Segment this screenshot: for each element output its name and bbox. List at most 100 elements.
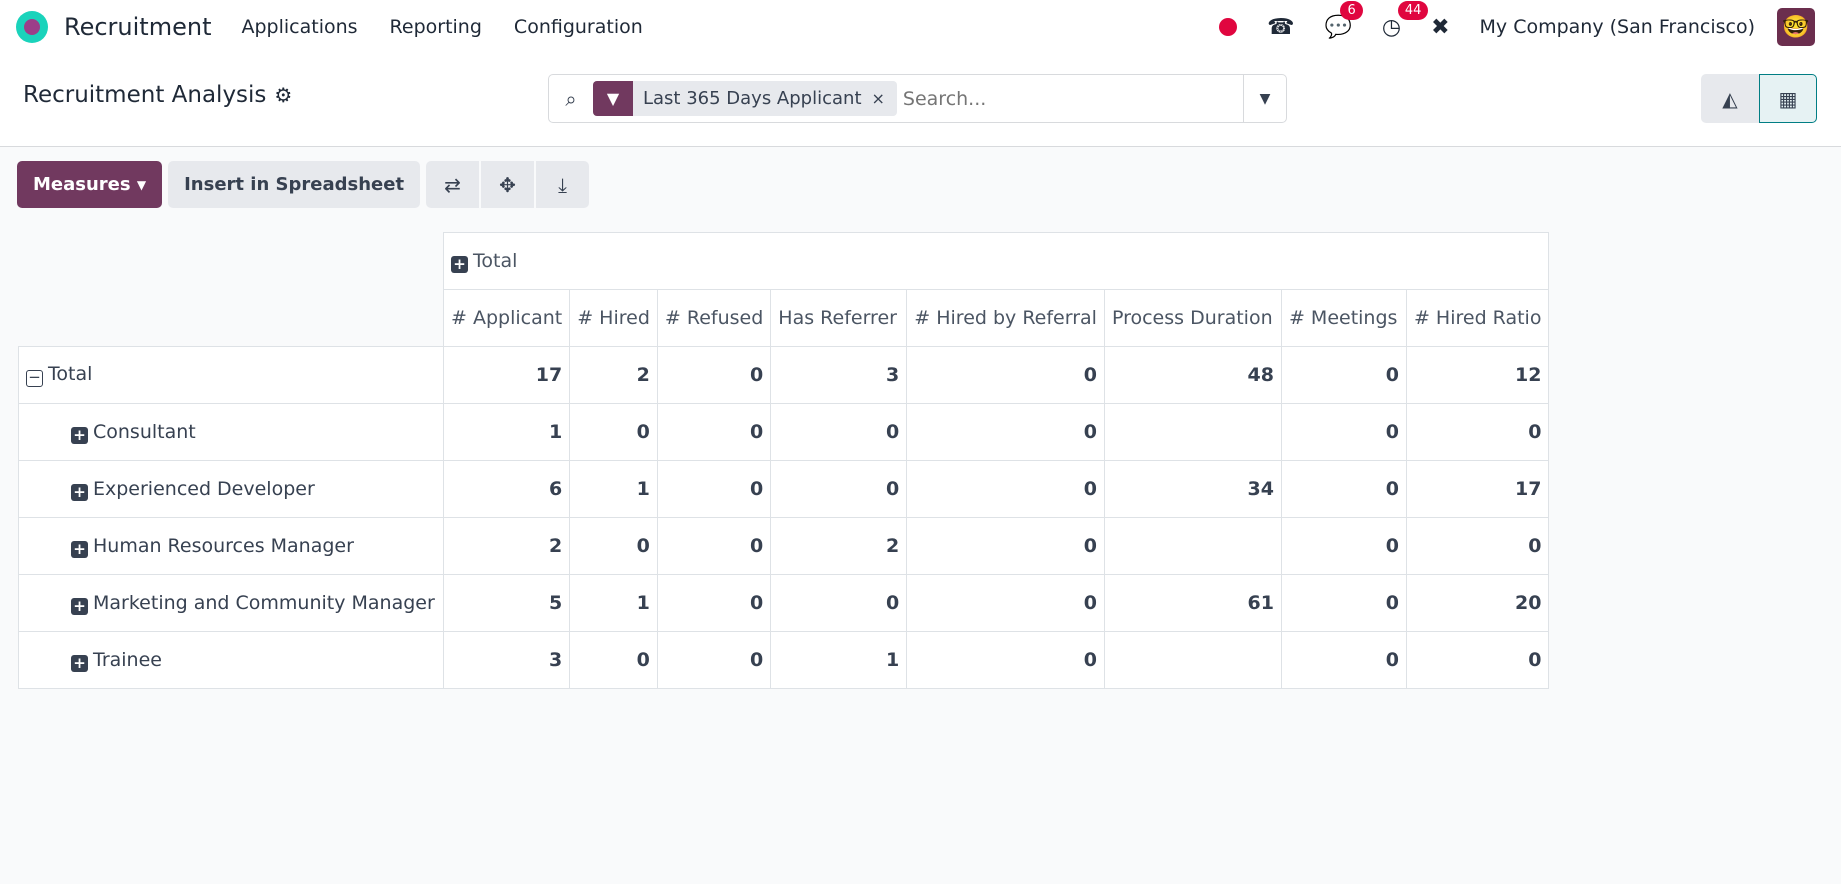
value-cell[interactable]: 3 — [770, 346, 908, 404]
measure-header[interactable]: # Applicant — [442, 289, 571, 347]
value-cell[interactable]: 2 — [442, 517, 571, 575]
filter-icon: ▼ — [593, 81, 633, 116]
search-icon[interactable]: ⌕ — [565, 86, 577, 111]
top-navbar: Recruitment Applications Reporting Confi… — [0, 0, 1841, 54]
search-options-toggle[interactable]: ▼ — [1243, 75, 1286, 122]
value-cell[interactable]: 0 — [770, 460, 908, 518]
value-cell[interactable]: 0 — [1405, 631, 1550, 689]
exchange-icon: ⇄ — [444, 172, 461, 197]
value-cell[interactable]: 1 — [569, 460, 658, 518]
row-header[interactable]: + Experienced Developer — [18, 460, 444, 518]
value-cell[interactable]: 0 — [906, 517, 1105, 575]
value-cell[interactable]: 0 — [1280, 574, 1407, 632]
value-cell[interactable]: 2 — [569, 346, 658, 404]
col-header-total[interactable]: + Total — [442, 232, 1550, 290]
value-cell[interactable]: 0 — [1280, 631, 1407, 689]
value-cell[interactable]: 0 — [1280, 346, 1407, 404]
expand-icon: + — [71, 540, 88, 558]
value-cell[interactable]: 1 — [442, 403, 571, 461]
corner-cell — [19, 290, 444, 347]
user-avatar[interactable]: 🤓 — [1777, 8, 1815, 46]
measure-header[interactable]: # Refused — [656, 289, 772, 347]
insert-spreadsheet-button[interactable]: Insert in Spreadsheet — [168, 161, 421, 208]
flip-axis-button[interactable]: ⇄ — [426, 161, 480, 208]
arrows-icon: ✥ — [499, 172, 516, 197]
value-cell[interactable]: 0 — [656, 517, 772, 575]
value-cell[interactable]: 5 — [442, 574, 571, 632]
value-cell[interactable]: 12 — [1405, 346, 1550, 404]
value-cell[interactable]: 20 — [1405, 574, 1550, 632]
expand-all-button[interactable]: ✥ — [481, 161, 535, 208]
value-cell[interactable]: 1 — [770, 631, 908, 689]
value-cell[interactable] — [1103, 403, 1282, 461]
row-header[interactable]: + Consultant — [18, 403, 444, 461]
value-cell[interactable]: 0 — [770, 574, 908, 632]
row-header[interactable]: − Total — [18, 346, 444, 404]
value-cell[interactable]: 0 — [1405, 403, 1550, 461]
value-cell[interactable]: 0 — [1280, 517, 1407, 575]
value-cell[interactable]: 0 — [906, 460, 1105, 518]
value-cell[interactable]: 0 — [656, 460, 772, 518]
app-name[interactable]: Recruitment — [64, 13, 212, 41]
value-cell[interactable]: 3 — [442, 631, 571, 689]
recording-status-icon[interactable] — [1219, 18, 1238, 36]
menu-configuration[interactable]: Configuration — [513, 16, 643, 38]
messages-icon[interactable]: 💬 6 — [1324, 0, 1363, 40]
value-cell[interactable]: 34 — [1103, 460, 1282, 518]
activities-clock-icon[interactable]: ◷ 44 — [1382, 0, 1429, 40]
value-cell[interactable] — [1103, 517, 1282, 575]
value-cell[interactable]: 6 — [442, 460, 571, 518]
value-cell[interactable]: 0 — [656, 631, 772, 689]
remove-facet-icon[interactable]: × — [871, 89, 885, 108]
corner-cell — [19, 233, 444, 290]
value-cell[interactable] — [1103, 631, 1282, 689]
tools-icon[interactable]: ✖ — [1431, 14, 1450, 40]
measure-header[interactable]: # Hired by Referral — [906, 289, 1105, 347]
row-header[interactable]: + Human Resources Manager — [18, 517, 444, 575]
measures-button[interactable]: Measures ▼ — [17, 161, 163, 208]
value-cell[interactable]: 0 — [656, 574, 772, 632]
phone-icon[interactable]: ☎ — [1267, 14, 1295, 40]
value-cell[interactable]: 48 — [1103, 346, 1282, 404]
value-cell[interactable]: 0 — [1280, 403, 1407, 461]
value-cell[interactable]: 17 — [1405, 460, 1550, 518]
pivot-view-button[interactable]: ▦ — [1759, 74, 1817, 123]
value-cell[interactable]: 0 — [906, 346, 1105, 404]
row-header[interactable]: + Trainee — [18, 631, 444, 689]
menu-applications[interactable]: Applications — [241, 16, 358, 38]
recruitment-logo-icon[interactable] — [16, 11, 48, 43]
search-input[interactable] — [902, 87, 1243, 110]
expand-icon: + — [71, 597, 88, 615]
company-switcher[interactable]: My Company (San Francisco) — [1479, 16, 1755, 38]
measure-header[interactable]: # Hired Ratio — [1405, 289, 1550, 347]
measure-header[interactable]: # Hired — [569, 289, 658, 347]
value-cell[interactable]: 2 — [770, 517, 908, 575]
value-cell[interactable]: 17 — [442, 346, 571, 404]
value-cell[interactable]: 0 — [906, 631, 1105, 689]
pivot-toolbar: Measures ▼ Insert in Spreadsheet ⇄ ✥ ⤓ — [17, 161, 590, 208]
value-cell[interactable]: 0 — [906, 403, 1105, 461]
table-row: + Human Resources Manager 2 0 0 2 0 0 0 — [18, 517, 1550, 575]
value-cell[interactable]: 0 — [1280, 460, 1407, 518]
measure-header[interactable]: Has Referrer — [770, 289, 908, 347]
row-label: Marketing and Community Manager — [93, 591, 435, 614]
value-cell[interactable]: 0 — [770, 403, 908, 461]
measure-header[interactable]: Process Duration — [1103, 289, 1282, 347]
value-cell[interactable]: 0 — [569, 631, 658, 689]
value-cell[interactable]: 0 — [569, 517, 658, 575]
value-cell[interactable]: 0 — [569, 403, 658, 461]
row-header[interactable]: + Marketing and Community Manager — [18, 574, 444, 632]
value-cell[interactable]: 0 — [656, 346, 772, 404]
graph-view-button[interactable]: ◭ — [1701, 74, 1759, 123]
gear-icon[interactable]: ⚙ — [274, 83, 293, 107]
expand-icon: + — [71, 483, 88, 501]
value-cell[interactable]: 0 — [1405, 517, 1550, 575]
value-cell[interactable]: 61 — [1103, 574, 1282, 632]
value-cell[interactable]: 1 — [569, 574, 658, 632]
expand-icon: + — [71, 654, 88, 672]
value-cell[interactable]: 0 — [656, 403, 772, 461]
value-cell[interactable]: 0 — [906, 574, 1105, 632]
download-button[interactable]: ⤓ — [536, 161, 590, 208]
menu-reporting[interactable]: Reporting — [389, 16, 482, 38]
measure-header[interactable]: # Meetings — [1280, 289, 1407, 347]
